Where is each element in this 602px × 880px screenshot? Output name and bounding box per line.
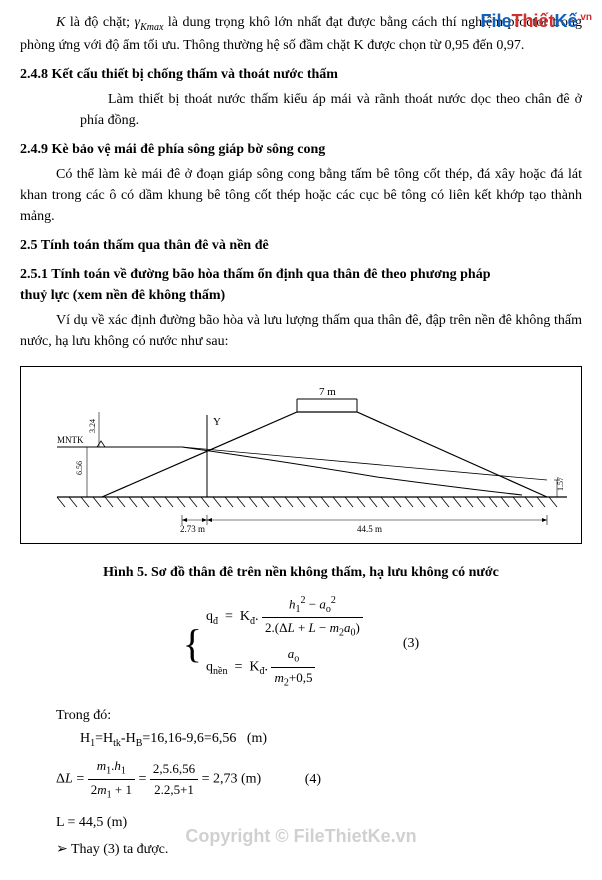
heading-2.4.8: 2.4.8 Kết cấu thiết bị chống thấm và tho… xyxy=(20,64,582,85)
dam-section-svg: 7 m Y MNTK 6.56 3.24 1.57 2.73 m 44.5 m xyxy=(27,377,575,537)
label-dim-bottom2: 44.5 m xyxy=(357,524,382,534)
label-trong-do: Trong đó: xyxy=(20,705,582,726)
equation-4: ΔL = m1.h1 2m1 + 1 = 2,5.6,56 2.2,5+1 = … xyxy=(20,756,582,802)
equation-h1: H1=Htk-HB=16,16-9,6=6,56 (m) xyxy=(20,728,582,751)
heading-2.4.9: 2.4.9 Kè bảo vệ mái đê phía sông giáp bờ… xyxy=(20,139,582,160)
bullet-thay: Thay (3) ta được. xyxy=(20,839,582,860)
watermark-logo: FileThiếtKế.vn xyxy=(481,8,592,35)
heading-2.5.1: 2.5.1 Tính toán về đường bão hòa thấm ổn… xyxy=(20,264,582,306)
equation-L: L = 44,5 (m) xyxy=(20,812,582,833)
label-h-left2: 6.56 xyxy=(75,461,84,475)
paragraph-2.4.8: Làm thiết bị thoát nước thấm kiểu áp mái… xyxy=(20,89,582,131)
label-h-left1: 3.24 xyxy=(88,419,97,433)
paragraph-2.4.9: Có thể làm kè mái đê ở đoạn giáp sông co… xyxy=(20,164,582,227)
label-mntk: MNTK xyxy=(57,435,84,445)
paragraph-example: Ví dụ về xác định đường bão hòa và lưu l… xyxy=(20,310,582,352)
label-top-dim: 7 m xyxy=(319,386,336,398)
label-y: Y xyxy=(213,416,221,428)
heading-2.5: 2.5 Tính toán thấm qua thân đê và nền đê xyxy=(20,235,582,256)
label-dim-bottom1: 2.73 m xyxy=(180,524,205,534)
label-h-right: 1.57 xyxy=(556,477,565,491)
equation-3: { qđ = Kđ. h12 − ao2 2.(ΔL + L − m2a0) q… xyxy=(20,593,582,695)
figure-caption: Hình 5. Sơ đồ thân đê trên nền không thấ… xyxy=(20,562,582,583)
figure-5-diagram: 7 m Y MNTK 6.56 3.24 1.57 2.73 m 44.5 m xyxy=(20,366,582,544)
